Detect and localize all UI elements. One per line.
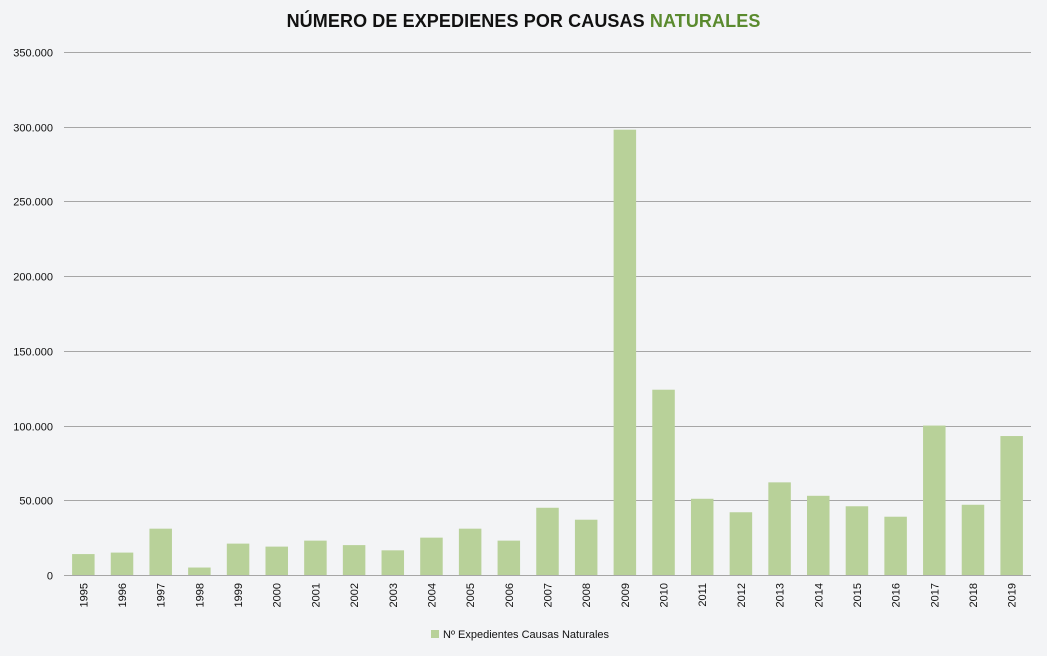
y-tick-label: 200.000: [13, 272, 53, 284]
x-tick-label: 2018: [968, 583, 980, 607]
bar-2000: [265, 546, 288, 575]
legend-label: Nº Expedientes Causas Naturales: [443, 629, 610, 641]
legend: Nº Expedientes Causas Naturales: [431, 629, 610, 641]
y-axis-ticks: 0 50.000 100.000 150.000 200.000 250.000 300.0…: [13, 48, 53, 583]
bar-1995: [72, 554, 95, 575]
y-tick-label: 350.000: [13, 48, 53, 60]
y-tick-label: 150.000: [13, 347, 53, 359]
bar-2003: [381, 550, 405, 575]
x-tick-label: 2002: [349, 583, 361, 607]
x-tick-label: 2009: [620, 583, 632, 607]
bar-1999: [226, 543, 250, 575]
x-tick-label: 2006: [504, 583, 516, 607]
bar-2009: [613, 129, 637, 575]
bar-2006: [497, 540, 521, 575]
x-tick-label: 2008: [581, 583, 593, 607]
bar-2014: [807, 495, 830, 575]
x-tick-label: 1999: [233, 583, 245, 607]
bar-2001: [304, 540, 327, 575]
x-tick-label: 2013: [775, 583, 787, 607]
grid-lines: [64, 52, 1031, 576]
x-tick-label: 1995: [78, 583, 90, 607]
bar-2013: [768, 482, 791, 575]
bar-2015: [845, 506, 869, 575]
x-tick-label: 2017: [929, 583, 941, 607]
x-tick-label: 2005: [465, 583, 477, 607]
x-tick-label: 2007: [543, 583, 555, 607]
legend-swatch: [431, 630, 439, 638]
bar-1997: [149, 528, 172, 575]
bar-2002: [342, 545, 366, 575]
chart-title-highlight: NATURALES: [649, 11, 761, 31]
y-tick-label: 50.000: [19, 496, 53, 508]
x-tick-label: 2019: [1007, 583, 1019, 607]
bar-2012: [729, 512, 753, 575]
x-tick-label: 1997: [156, 583, 168, 607]
x-tick-label: 2012: [736, 583, 748, 607]
bar-2019: [1000, 436, 1023, 575]
bar-1998: [188, 567, 211, 575]
x-axis-ticks: 1995 1996 1997 1998 1999 2000 2001 2002 2003 2004…: [78, 583, 1018, 607]
bar-2010: [652, 389, 675, 575]
bar-1996: [110, 552, 134, 575]
x-tick-label: 2000: [272, 583, 284, 607]
bar-2017: [923, 425, 946, 575]
x-tick-label: 2015: [852, 583, 864, 607]
chart-title-main: NÚMERO DE EXPEDIENES POR CAUSAS: [286, 11, 645, 31]
x-tick-label: 1996: [117, 583, 129, 607]
x-tick-label: 2003: [388, 583, 400, 607]
x-tick-label: 1998: [194, 583, 206, 607]
bar-2005: [458, 528, 482, 575]
chart-title: NÚMERO DE EXPEDIENES POR CAUSAS NATURALE…: [0, 11, 1047, 32]
bars: [72, 129, 1023, 575]
x-tick-label: 2004: [426, 583, 438, 607]
x-tick-label: 2010: [659, 583, 671, 607]
y-tick-label: 0: [47, 571, 53, 583]
y-tick-label: 250.000: [13, 197, 53, 209]
y-tick-label: 300.000: [13, 123, 53, 135]
bar-2011: [690, 498, 714, 575]
x-tick-label: 2001: [310, 583, 322, 607]
y-tick-label: 100.000: [13, 422, 53, 434]
x-tick-label: 2014: [813, 583, 825, 607]
x-tick-label: 2011: [697, 583, 709, 607]
bar-2016: [884, 516, 907, 575]
bar-2018: [961, 504, 985, 575]
bar-2004: [420, 537, 443, 575]
x-tick-label: 2016: [891, 583, 903, 607]
bar-2007: [536, 507, 559, 575]
bar-2008: [574, 519, 598, 575]
